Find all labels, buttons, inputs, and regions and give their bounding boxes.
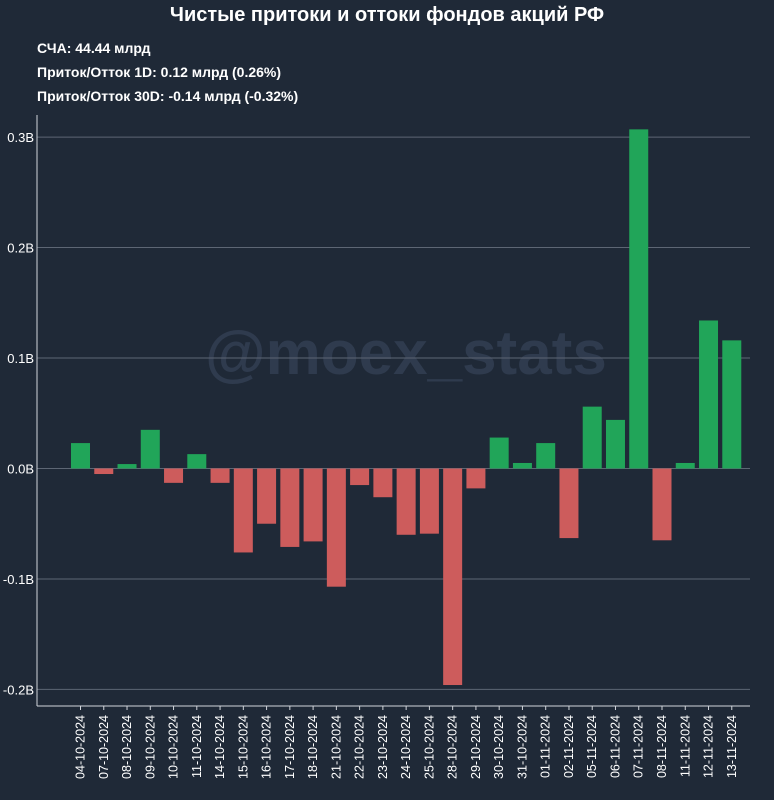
bar-14-10-2024 — [210, 468, 230, 483]
x-tick-label: 04-10-2024 — [74, 715, 88, 779]
stat-flow-30d: Приток/Отток 30D: -0.14 млрд (-0.32%) — [37, 88, 299, 104]
bar-31-10-2024 — [512, 462, 532, 469]
stat-nav: СЧА: 44.44 млрд — [37, 40, 151, 56]
bar-07-11-2024 — [629, 129, 649, 469]
x-tick-label: 16-10-2024 — [260, 715, 274, 779]
bar-13-11-2024 — [722, 340, 742, 469]
bar-01-11-2024 — [536, 443, 556, 469]
bar-09-10-2024 — [140, 429, 160, 469]
bar-08-10-2024 — [117, 464, 137, 469]
y-tick-label: -0.2B — [3, 682, 34, 697]
x-tick-label: 30-10-2024 — [492, 715, 506, 779]
x-tick-label: 11-10-2024 — [190, 715, 204, 778]
x-tick-label: 11-11-2024 — [678, 715, 692, 777]
bar-02-11-2024 — [559, 468, 579, 539]
bar-08-11-2024 — [652, 468, 672, 541]
bar-04-10-2024 — [71, 443, 90, 469]
x-tick-label: 17-10-2024 — [283, 715, 297, 779]
bar-29-10-2024 — [466, 468, 486, 489]
bar-10-10-2024 — [164, 468, 184, 483]
bar-28-10-2024 — [443, 468, 463, 686]
x-tick-label: 10-10-2024 — [167, 715, 181, 779]
bar-24-10-2024 — [396, 468, 416, 535]
y-tick-label: -0.1B — [3, 572, 34, 587]
bars — [71, 129, 742, 686]
x-tick-label: 12-11-2024 — [702, 715, 716, 778]
bar-11-10-2024 — [187, 454, 207, 469]
x-tick-label: 15-10-2024 — [236, 715, 250, 779]
stat-flow-1d: Приток/Отток 1D: 0.12 млрд (0.26%) — [37, 64, 282, 80]
x-tick-label: 06-11-2024 — [608, 715, 622, 778]
bar-25-10-2024 — [419, 468, 439, 534]
y-axis-ticks: 0.3B 0.2B 0.1B 0.0B -0.1B -0.2B — [3, 130, 34, 697]
y-tick-label: 0.0B — [7, 461, 34, 476]
x-tick-label: 08-11-2024 — [655, 715, 669, 778]
x-tick-label: 18-10-2024 — [306, 715, 320, 779]
x-tick-label: 24-10-2024 — [399, 715, 413, 779]
x-tick-label: 29-10-2024 — [469, 715, 483, 779]
bar-17-10-2024 — [280, 468, 300, 547]
x-tick-label: 07-10-2024 — [97, 715, 111, 779]
chart-title: Чистые притоки и оттоки фондов акций РФ — [169, 4, 605, 26]
x-tick-label: 31-10-2024 — [515, 715, 529, 779]
bar-22-10-2024 — [350, 468, 370, 486]
bar-21-10-2024 — [326, 468, 346, 587]
y-tick-label: 0.2B — [7, 241, 34, 256]
x-tick-label: 14-10-2024 — [213, 715, 227, 779]
x-tick-label: 21-10-2024 — [329, 715, 343, 779]
bar-23-10-2024 — [373, 468, 393, 498]
bar-11-11-2024 — [675, 462, 695, 469]
bar-16-10-2024 — [257, 468, 277, 524]
x-tick-label: 07-11-2024 — [632, 715, 646, 778]
x-tick-label: 08-10-2024 — [120, 715, 134, 779]
bar-05-11-2024 — [582, 406, 602, 469]
x-tick-label: 13-11-2024 — [725, 715, 739, 778]
x-tick-label: 22-10-2024 — [353, 715, 367, 779]
bar-30-10-2024 — [489, 437, 509, 469]
x-tick-label: 28-10-2024 — [446, 715, 460, 779]
x-tick-label: 25-10-2024 — [422, 715, 436, 779]
y-tick-label: 0.3B — [7, 130, 34, 145]
x-tick-label: 02-11-2024 — [562, 715, 576, 778]
x-tick-label: 01-11-2024 — [539, 715, 553, 778]
bar-15-10-2024 — [233, 468, 253, 553]
bar-07-10-2024 — [94, 468, 114, 475]
bar-06-11-2024 — [605, 419, 625, 469]
x-tick-label: 09-10-2024 — [143, 715, 157, 779]
y-tick-label: 0.1B — [7, 351, 34, 366]
bar-12-11-2024 — [699, 320, 719, 469]
x-axis-ticks: 04-10-2024 07-10-2024 08-10-2024 09-10-2024… — [74, 706, 739, 779]
x-tick-label: 23-10-2024 — [376, 715, 390, 779]
x-tick-label: 05-11-2024 — [585, 715, 599, 778]
bar-18-10-2024 — [303, 468, 323, 542]
axes — [36, 115, 750, 707]
watermark: @moex_stats — [205, 319, 607, 388]
